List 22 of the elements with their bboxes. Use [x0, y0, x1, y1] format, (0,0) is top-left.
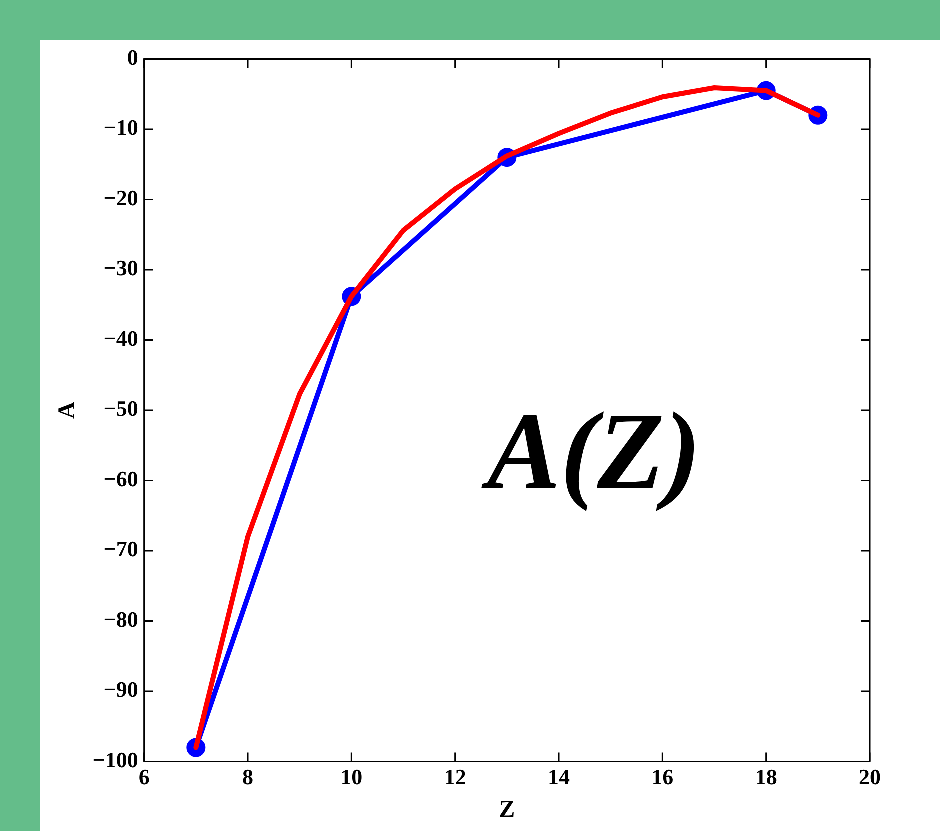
y-tick-label: −100	[92, 747, 138, 772]
x-tick-label: 12	[444, 764, 466, 790]
x-tick-label: 18	[755, 764, 778, 790]
y-tick-label: −30	[104, 256, 138, 281]
x-axis-title: Z	[499, 796, 516, 823]
y-tick-label: −50	[104, 396, 138, 422]
x-tick-label: 20	[859, 764, 881, 790]
x-tick-label: 16	[652, 764, 674, 790]
y-tick-label: 0	[127, 44, 138, 70]
x-tick-label: 10	[340, 764, 363, 790]
y-tick-label: −80	[104, 606, 138, 632]
y-axis-title: A	[54, 401, 81, 420]
y-tick-label: −90	[104, 677, 138, 702]
y-tick-label: −60	[104, 466, 138, 492]
y-tick-label: −40	[104, 326, 138, 351]
x-tick-label: 8	[242, 764, 254, 790]
x-tick-label: 14	[548, 764, 570, 790]
annotation: A(Z)	[481, 390, 702, 512]
y-tick-label: −70	[104, 536, 138, 562]
y-tick-label: −10	[104, 115, 138, 140]
x-tick-label: 6	[138, 764, 150, 790]
y-tick-label: −20	[104, 185, 138, 210]
